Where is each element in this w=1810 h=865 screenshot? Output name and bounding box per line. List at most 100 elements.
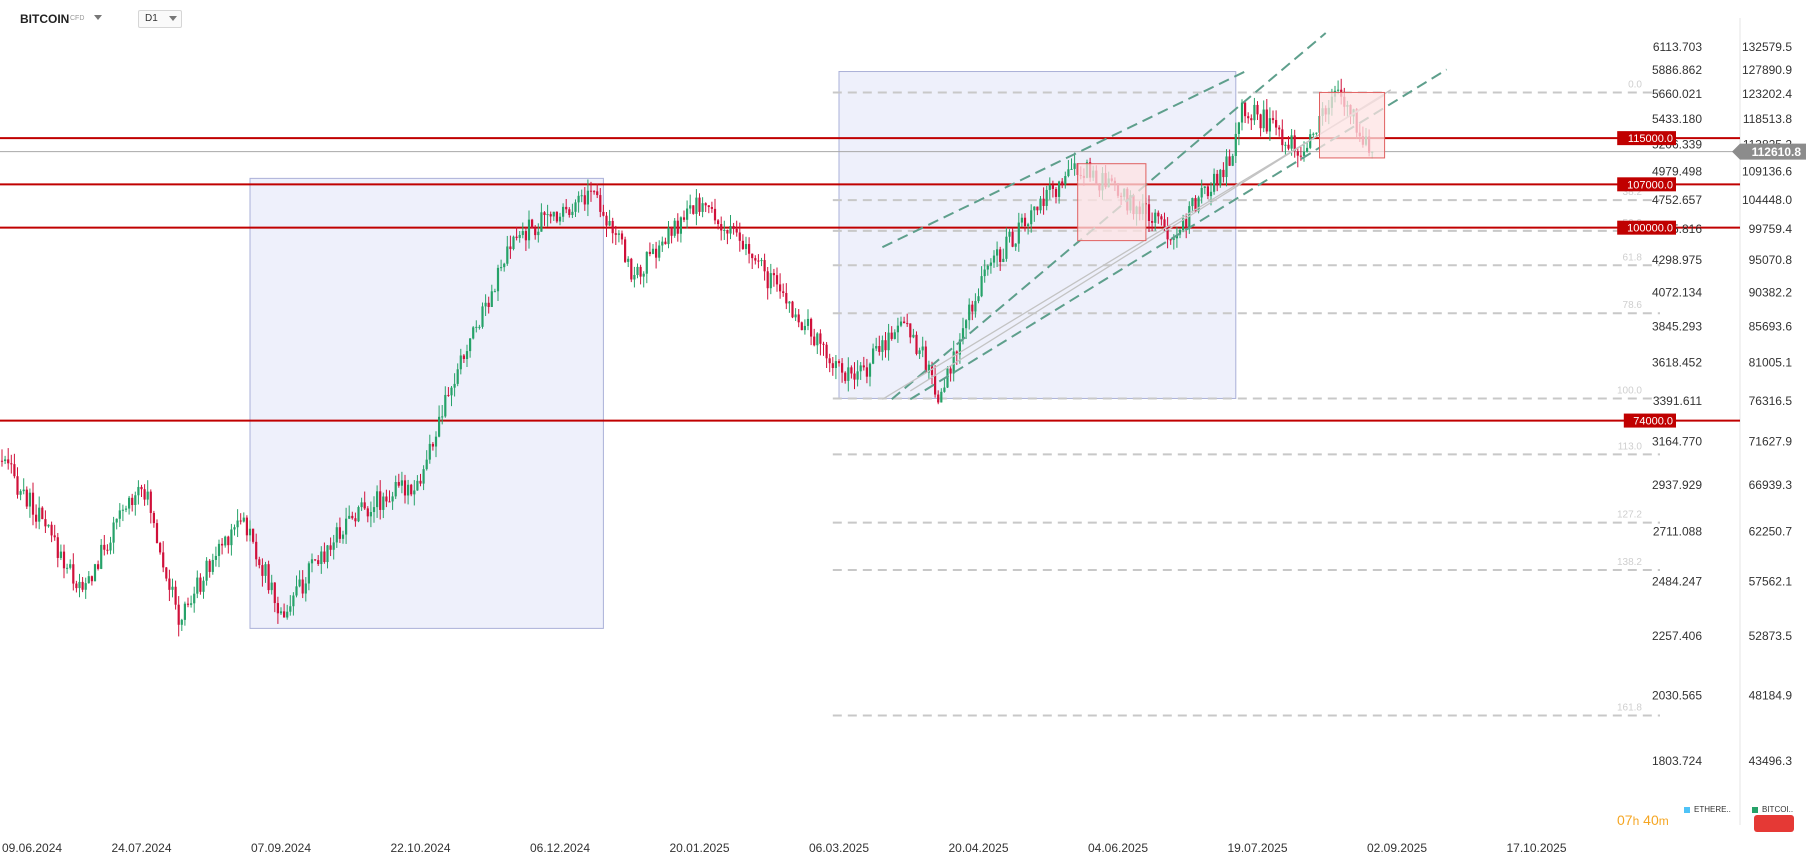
candle-body <box>986 265 989 270</box>
candle-body <box>819 333 822 344</box>
symbol-name[interactable]: BITCOIN <box>20 12 70 26</box>
candle-body <box>391 496 394 502</box>
candle-body <box>472 327 475 339</box>
candle-body <box>329 545 332 550</box>
candle-body <box>571 211 574 216</box>
candle-body <box>314 559 317 561</box>
candle-body <box>66 567 69 569</box>
legend-swatch <box>1684 806 1690 813</box>
candle-body <box>131 497 134 506</box>
candle-body <box>1014 243 1017 247</box>
candle-body <box>1262 109 1265 129</box>
countdown-minutes: 40 <box>1643 812 1659 828</box>
candle-body <box>1011 231 1014 247</box>
candle-body <box>506 246 509 264</box>
candle-body <box>744 244 748 249</box>
candle-body <box>407 484 410 496</box>
candle-body <box>552 211 555 217</box>
candle-body <box>78 581 81 589</box>
candle-body <box>822 343 825 345</box>
trade-button[interactable] <box>1754 815 1794 832</box>
candle-body <box>856 371 859 380</box>
candle-body <box>245 517 248 536</box>
candle-body <box>484 302 487 307</box>
candle-body <box>214 555 217 560</box>
candle-body <box>1228 156 1231 166</box>
candle-body <box>332 542 335 550</box>
candle-body <box>465 351 469 360</box>
candle-body <box>1151 220 1154 223</box>
price-tick-label: 109136.6 <box>1742 165 1792 179</box>
candle-body <box>379 491 382 510</box>
candle-body <box>583 195 586 205</box>
candle-body <box>0 460 4 462</box>
fib-label: 161.8 <box>1617 702 1642 713</box>
candle-body <box>81 581 84 590</box>
secondary-tick-label: 2937.929 <box>1652 478 1702 492</box>
candle-body <box>1166 226 1169 240</box>
candle-body <box>1259 114 1262 129</box>
candle-body <box>968 304 971 321</box>
candle-body <box>1054 188 1058 197</box>
price-axis: 132579.5 6113.703 127890.9 5886.862 123202.4… <box>1652 40 1792 768</box>
candle-body <box>1216 173 1219 186</box>
candle-body <box>565 206 568 210</box>
chart-toolbar: BITCOIN CFD D1 <box>0 0 1740 36</box>
candle-body <box>589 190 593 192</box>
candle-body <box>270 582 273 591</box>
candle-body <box>810 318 813 337</box>
candle-body <box>707 205 710 208</box>
candle-body <box>363 502 366 509</box>
candle-body <box>859 365 862 372</box>
candle-body <box>348 515 351 519</box>
candle-body <box>1296 151 1299 156</box>
candle-body <box>357 507 360 522</box>
candle-body <box>574 202 577 212</box>
date-tick-label: 17.10.2025 <box>1506 841 1566 855</box>
candle-body <box>1045 189 1048 206</box>
candle-body <box>1027 224 1030 227</box>
candle-body <box>543 212 546 216</box>
candle-body <box>369 512 372 517</box>
candle-body <box>1051 185 1054 189</box>
candle-body <box>779 284 782 292</box>
candle-body <box>7 459 10 464</box>
legend-item[interactable]: BITCOI.. <box>1752 805 1793 814</box>
price-tick-label: 90382.2 <box>1749 285 1793 299</box>
candle-body <box>775 275 779 285</box>
candle-body <box>927 364 930 373</box>
candle-body <box>252 528 255 542</box>
candle-body <box>186 603 190 605</box>
candle-body <box>915 334 918 354</box>
candle-body <box>1197 197 1200 212</box>
candle-body <box>295 586 298 596</box>
secondary-tick-label: 4072.134 <box>1652 285 1702 299</box>
candle-body <box>35 514 38 522</box>
candle-body <box>679 217 682 234</box>
secondary-tick-label: 5660.021 <box>1652 87 1702 101</box>
candle-body <box>242 517 245 522</box>
candle-body <box>562 206 565 217</box>
candle-body <box>400 480 403 486</box>
candle-body <box>441 416 444 418</box>
price-tick-label: 62250.7 <box>1749 524 1793 538</box>
candle-body <box>549 214 552 217</box>
candle-body <box>168 578 171 590</box>
candle-body <box>152 512 155 524</box>
candle-body <box>112 522 115 543</box>
candle-body <box>723 229 726 231</box>
candle-body <box>1306 147 1309 152</box>
candle-body <box>769 273 772 289</box>
candle-body <box>841 363 844 373</box>
fib-label: 0.0 <box>1628 79 1642 90</box>
candle-body <box>1008 231 1011 237</box>
legend-item[interactable]: ETHERE.. <box>1684 805 1731 814</box>
candle-body <box>1058 181 1061 197</box>
candle-body <box>1278 127 1281 130</box>
fib-label: 138.2 <box>1617 557 1642 568</box>
chevron-down-icon <box>169 16 177 21</box>
timeframe-select[interactable]: D1 <box>138 10 182 28</box>
candle-body <box>264 564 267 576</box>
symbol-dropdown-icon[interactable] <box>94 15 102 20</box>
